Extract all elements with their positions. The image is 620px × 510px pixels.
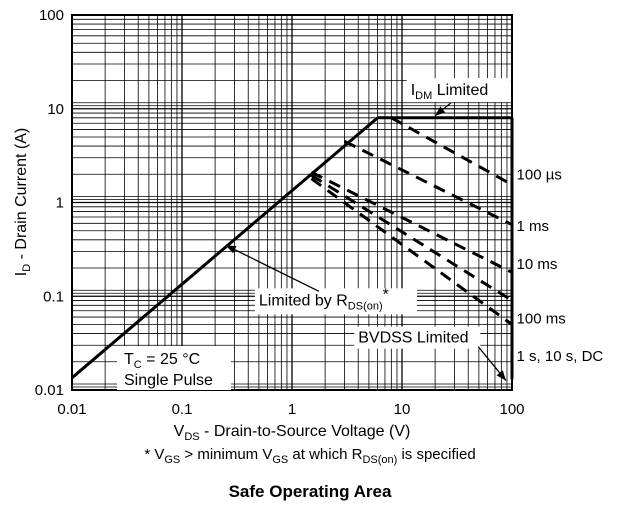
- y-tick-label: 1: [56, 195, 64, 212]
- x-axis-label: VDS - Drain-to-Source Voltage (V): [174, 423, 411, 440]
- tick-labels: 0.01 0.1 1 10 100 0.01 0.1 1 10 100: [35, 7, 525, 418]
- curve-label: 1 ms: [517, 218, 550, 235]
- y-axis-label: ID - Drain Current (A): [13, 128, 33, 276]
- y-tick-label: 100: [39, 7, 64, 24]
- series-line: [343, 139, 513, 227]
- y-tick-label: 0.1: [43, 288, 64, 305]
- x-tick-label: 0.1: [172, 401, 193, 418]
- curve-label: 1 s, 10 s, DC: [517, 348, 604, 365]
- x-tick-label: 10: [394, 401, 411, 418]
- rds-on-limited-label: Limited by RDS(on)*: [259, 286, 389, 312]
- y-tick-label: 0.01: [35, 382, 64, 399]
- curve-label: 100 µs: [517, 166, 562, 183]
- rds-label-background: [254, 288, 417, 315]
- idm-label-background: [406, 78, 511, 103]
- safe-operating-area-chart: 0.01 0.1 1 10 100 0.01 0.1 1 10 100 100 µs 1 ms 10 …: [13, 7, 603, 440]
- x-tick-label: 1: [288, 401, 296, 418]
- series-line: [310, 170, 513, 274]
- annotation-arrowhead: [435, 106, 446, 116]
- annotation-arrow-line: [225, 244, 320, 292]
- chart-title: Safe Operating Area: [228, 482, 392, 501]
- series-line: [310, 174, 513, 302]
- curve-label: 10 ms: [517, 256, 558, 273]
- bvdss-limited-label: BVDSS Limited: [358, 330, 468, 347]
- conditions-background: [117, 346, 231, 390]
- condition-temperature: TC = 25 °C: [124, 351, 200, 371]
- x-tick-label: 0.01: [57, 401, 86, 418]
- plot-frame: [71, 14, 513, 391]
- annotations: 100 µs 1 ms 10 ms 100 ms 1 s, 10 s, DC IDM Li…: [117, 78, 603, 390]
- annotation-arrowhead: [496, 370, 506, 381]
- series-line: [71, 116, 379, 379]
- chart-footnote: * VGS > minimum VGS at which RDS(on) is …: [144, 446, 476, 466]
- x-tick-label: 100: [499, 401, 524, 418]
- data-series: [71, 116, 514, 380]
- y-tick-label: 10: [47, 101, 64, 118]
- series-line: [390, 116, 513, 187]
- bvdss-label-background: [354, 326, 481, 349]
- series-line: [310, 177, 513, 326]
- idm-limited-label: IDM Limited: [411, 82, 489, 102]
- annotation-arrowhead: [225, 245, 237, 254]
- condition-single-pulse: Single Pulse: [124, 372, 213, 389]
- curve-label: 100 ms: [517, 310, 566, 327]
